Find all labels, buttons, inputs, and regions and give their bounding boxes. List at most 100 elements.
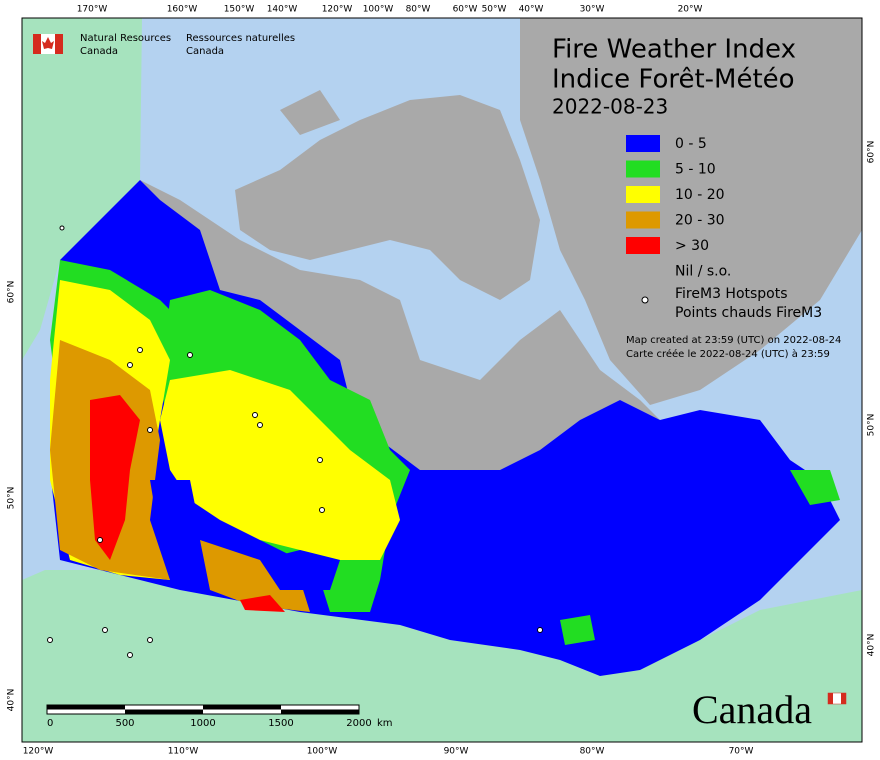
top-lon-label: 60°W	[453, 5, 478, 15]
zone-0-5-pocket	[260, 550, 340, 590]
title-fr: Indice Forêt-Météo	[552, 65, 795, 95]
zone-0-5	[50, 180, 840, 676]
zone-0-5-pocket	[150, 480, 200, 560]
hotspot	[319, 507, 325, 513]
zone-over-30	[90, 395, 140, 560]
bottom-lon-label: 100°W	[307, 747, 338, 757]
org-fr-2: Canada	[186, 46, 224, 57]
scale-label: 500	[115, 718, 134, 729]
hotspot	[59, 225, 65, 231]
legend: 0 - 5 5 - 10 10 - 20 20 - 30 > 30 Nil / s.o.	[626, 135, 731, 280]
legend-label: 5 - 10	[675, 162, 716, 178]
scale-label: 1500	[268, 718, 293, 729]
hotspot	[127, 362, 133, 368]
top-lon-label: 40°W	[519, 5, 544, 15]
graticule-labels: 170°W 160°W 150°W 140°W 120°W 100°W 80°W 60°W 50…	[7, 5, 877, 757]
org-fr: Ressources naturelles	[186, 33, 295, 44]
hotspot	[257, 422, 263, 428]
hotspot	[102, 627, 108, 633]
hotspot	[147, 637, 153, 643]
legend-swatch	[626, 237, 660, 254]
hotspot	[187, 352, 193, 358]
zone-5-10-east	[560, 615, 595, 645]
zone-over-30-south	[240, 595, 285, 612]
org-en-2: Canada	[80, 46, 118, 57]
northern-nil	[140, 180, 660, 470]
top-lon-label: 120°W	[322, 5, 353, 15]
bottom-lon-label: 70°W	[729, 747, 754, 757]
title-date: 2022-08-23	[552, 95, 668, 119]
legend-label: 0 - 5	[675, 136, 707, 152]
bottom-lon-label: 80°W	[580, 747, 605, 757]
alaska	[22, 18, 142, 360]
scale-bar-segment	[203, 705, 281, 710]
note-en: Map created at 23:59 (UTC) on 2022-08-24	[626, 335, 841, 346]
wordmark-flag-bar	[828, 693, 833, 704]
org-en: Natural Resources	[80, 33, 171, 44]
top-lon-label: 160°W	[167, 5, 198, 15]
scale-bar-segment	[47, 705, 125, 710]
right-lat-label: 60°N	[867, 141, 877, 164]
legend-swatch	[626, 135, 660, 152]
hotspot-legend-symbol	[641, 296, 649, 304]
top-lon-label: 80°W	[406, 5, 431, 15]
scale-label: 1000	[190, 718, 215, 729]
hotspot	[537, 627, 543, 633]
left-lat-label: 50°N	[7, 487, 17, 510]
legend-label: 10 - 20	[675, 187, 725, 203]
scale-label: 0	[47, 718, 53, 729]
map-frame	[21, 17, 863, 743]
zone-10-20	[160, 370, 400, 560]
hotspot	[317, 457, 323, 463]
left-lat-label: 40°N	[7, 689, 17, 712]
hotspot-legend-fr: Points chauds FireM3	[675, 305, 822, 321]
flag-bar	[55, 34, 63, 54]
hotspot-legend-en: FireM3 Hotspots	[675, 286, 788, 302]
scale-unit: km	[377, 718, 393, 729]
top-lon-label: 170°W	[77, 5, 108, 15]
hotspot	[47, 637, 53, 643]
legend-label: > 30	[675, 238, 709, 254]
zone-5-10-east	[790, 470, 840, 505]
top-lon-label: 150°W	[224, 5, 255, 15]
arctic-islands	[235, 95, 540, 300]
title-en: Fire Weather Index	[552, 35, 796, 65]
bottom-lon-label: 120°W	[23, 747, 54, 757]
top-lon-label: 30°W	[580, 5, 605, 15]
flag	[33, 34, 63, 54]
bottom-lon-label: 110°W	[168, 747, 199, 757]
right-lat-label: 50°N	[867, 414, 877, 437]
hotspot	[127, 652, 133, 658]
flag-bar	[33, 34, 41, 54]
legend-swatch	[626, 262, 660, 280]
legend-label: Nil / s.o.	[675, 264, 731, 280]
arctic-island	[280, 90, 340, 135]
note-fr: Carte créée le 2022-08-24 (UTC) à 23:59	[626, 348, 830, 360]
scale-label: 2000	[346, 718, 371, 729]
right-lat-label: 40°N	[867, 634, 877, 657]
top-lon-label: 100°W	[363, 5, 394, 15]
hotspots	[47, 225, 543, 658]
usa	[22, 570, 862, 742]
zone-20-30-south	[200, 540, 310, 612]
hotspot	[137, 347, 143, 353]
legend-label: 20 - 30	[675, 213, 725, 229]
flag-leaf	[42, 37, 54, 49]
wordmark: Canada	[692, 687, 812, 732]
legend-swatch	[626, 160, 660, 178]
top-lon-label: 50°W	[482, 5, 507, 15]
bottom-lon-label: 90°W	[444, 747, 469, 757]
wordmark-flag-bar	[841, 693, 846, 704]
hotspot	[97, 537, 103, 543]
top-lon-label: 20°W	[678, 5, 703, 15]
scale-bar-segment	[281, 709, 359, 714]
hotspot	[252, 412, 258, 418]
scale-bar-segment	[125, 709, 203, 714]
greenland	[520, 18, 862, 405]
legend-swatch	[626, 186, 660, 203]
hotspot	[147, 427, 153, 433]
top-lon-label: 140°W	[267, 5, 298, 15]
left-lat-label: 60°N	[7, 281, 17, 304]
scale-bar: 0 500 1000 1500 2000 km	[46, 704, 393, 729]
